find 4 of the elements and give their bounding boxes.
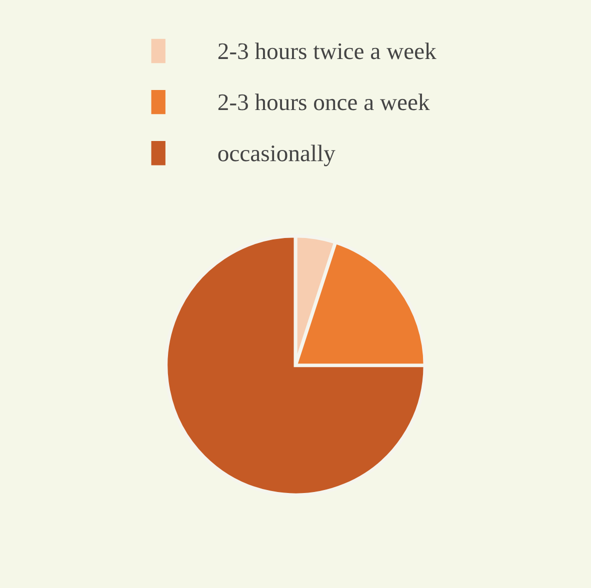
legend-label: 2-3 hours twice a week [218, 42, 436, 60]
legend-label: 2-3 hours once a week [218, 94, 430, 110]
pie-slice [164, 234, 427, 497]
legend-label: occasionally [218, 144, 336, 166]
